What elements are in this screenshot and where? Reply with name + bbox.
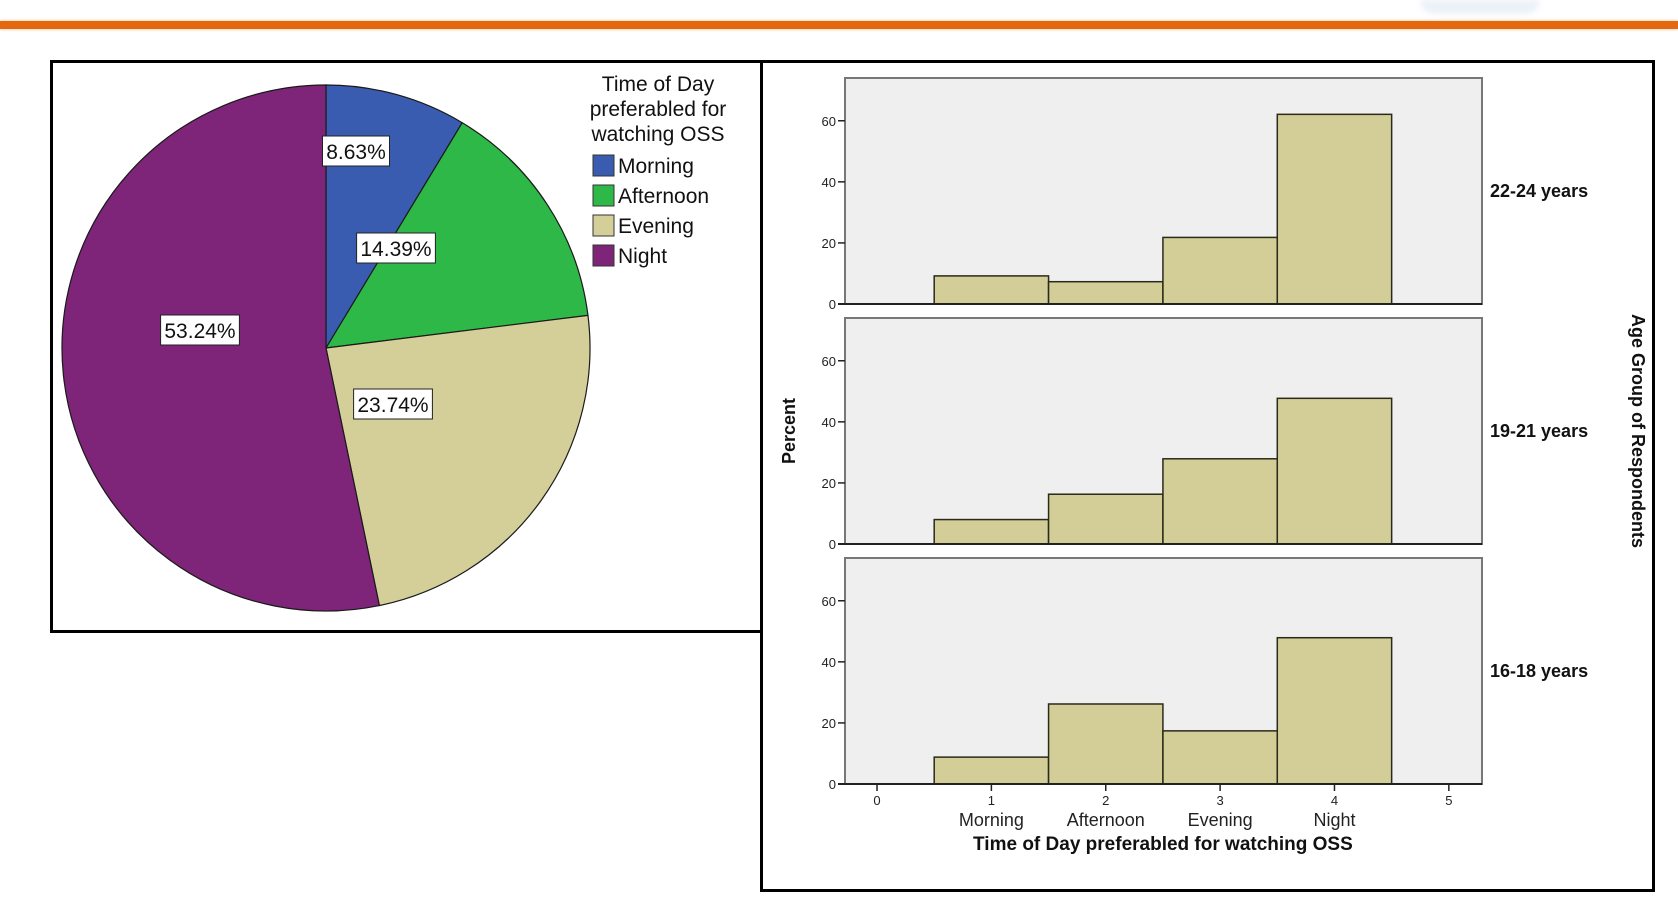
pie-label-morning: 8.63% (322, 135, 390, 167)
x-category-label: Morning (959, 810, 1024, 830)
bar-evening (1162, 458, 1279, 545)
bar-night (1276, 636, 1393, 785)
pie-legend: Time of Day preferabled for watching OSS… (590, 73, 727, 268)
y-tick-label: 0 (829, 297, 836, 312)
legend-item-night: Night (592, 244, 667, 268)
y-axis-label: Percent (779, 398, 799, 464)
x-axis: 0 1 2 3 4 5 Morning Afternoon Evening Night (873, 784, 1452, 830)
y-tick-label: 60 (822, 594, 836, 609)
facet-19-21-years: 0 20 40 60 19-21 years (822, 317, 1588, 552)
pie-data-labels: 8.63% 14.39% 23.74% 53.24% (160, 135, 436, 420)
y-tick-label: 20 (822, 476, 836, 491)
legend-title-line-2: preferabled for (590, 98, 727, 121)
pie-slice-night (61, 84, 381, 612)
legend-swatch (592, 244, 615, 267)
pie-label-afternoon: 14.39% (356, 232, 436, 264)
legend-swatch (592, 214, 615, 237)
x-axis-label: Time of Day preferabled for watching OSS (973, 834, 1353, 855)
bar-night (1276, 113, 1393, 305)
legend-label: Night (618, 245, 667, 268)
x-tick-label: 5 (1445, 793, 1452, 808)
facet-label: 19-21 years (1490, 421, 1588, 441)
pie-slice-evening (325, 314, 591, 607)
header-accent-bar (0, 21, 1678, 29)
pie-label-text: 14.39% (360, 238, 431, 261)
bar-afternoon (1047, 493, 1164, 545)
y-tick-label: 0 (829, 777, 836, 792)
facet-16-18-years: 0 20 40 60 16-18 years (822, 557, 1588, 792)
y-tick-label: 0 (829, 537, 836, 552)
x-tick-label: 2 (1102, 793, 1109, 808)
legend-label: Afternoon (618, 185, 709, 208)
x-tick-label: 3 (1216, 793, 1223, 808)
bar-morning (933, 275, 1050, 305)
pie-slice-afternoon (324, 121, 589, 349)
bar-evening (1162, 730, 1279, 785)
x-category-label: Night (1313, 810, 1355, 830)
legend-label: Evening (618, 215, 694, 238)
x-tick-label: 1 (988, 793, 995, 808)
facet-label: 22-24 years (1490, 181, 1588, 201)
bar-evening (1162, 236, 1279, 305)
x-category-label: Evening (1188, 810, 1253, 830)
pie-label-evening: 23.74% (353, 388, 433, 420)
y-tick-label: 60 (822, 114, 836, 129)
y-tick-label: 20 (822, 236, 836, 251)
facet-axis-label: Age Group of Respondents (1628, 314, 1648, 548)
legend-label: Morning (618, 155, 694, 178)
y-tick-label: 20 (822, 716, 836, 731)
pie-chart-panel: 8.63% 14.39% 23.74% 53.24% Time of Day pref… (50, 60, 764, 633)
pie-chart: 8.63% 14.39% 23.74% 53.24% Time of Day pref… (61, 73, 727, 612)
pie-slices (61, 84, 591, 612)
legend-item-morning: Morning (592, 154, 694, 178)
facet-22-24-years: 0 20 40 60 22-24 years (822, 77, 1588, 312)
bar-afternoon (1047, 703, 1164, 785)
x-tick-label: 4 (1331, 793, 1338, 808)
pie-label-text: 8.63% (326, 141, 386, 164)
x-tick-label: 0 (873, 793, 880, 808)
bar-morning (933, 756, 1050, 785)
y-tick-label: 40 (822, 175, 836, 190)
bar-night (1276, 397, 1393, 545)
pie-label-text: 53.24% (164, 320, 235, 343)
bar-afternoon (1047, 280, 1164, 305)
pie-label-night: 53.24% (160, 314, 240, 346)
legend-title-line-3: watching OSS (590, 123, 724, 146)
y-tick-label: 60 (822, 354, 836, 369)
facet-label: 16-18 years (1490, 661, 1588, 681)
bar-morning (933, 518, 1050, 545)
legend-item-afternoon: Afternoon (592, 184, 709, 208)
legend-title-line-1: Time of Day (602, 73, 715, 96)
legend-item-evening: Evening (592, 214, 694, 238)
y-tick-label: 40 (822, 415, 836, 430)
x-category-label: Afternoon (1067, 810, 1145, 830)
y-tick-label: 40 (822, 655, 836, 670)
pie-label-text: 23.74% (357, 394, 428, 417)
faded-logo (1420, 0, 1540, 14)
legend-swatch (592, 154, 615, 177)
histogram-panel: 0 20 40 60 22-24 years 0 20 40 60 19-21 years 0 20 4… (760, 60, 1655, 892)
legend-swatch (592, 184, 615, 207)
